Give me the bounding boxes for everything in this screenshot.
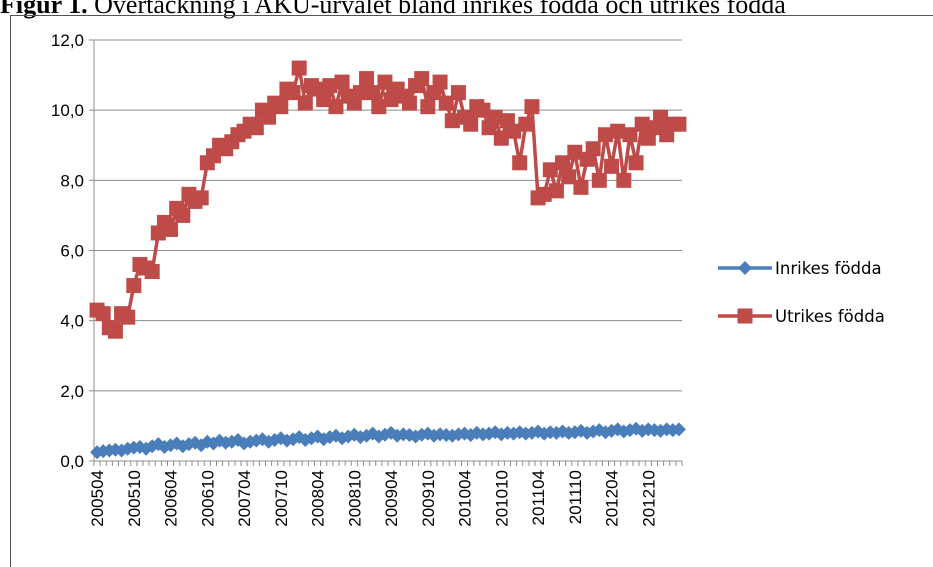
- x-tick-label: 200910: [419, 470, 438, 527]
- y-tick-label: 4,0: [60, 312, 84, 331]
- data-point: [414, 71, 430, 87]
- data-point: [248, 120, 264, 136]
- x-tick-label: 200710: [272, 470, 291, 527]
- data-point: [463, 116, 479, 132]
- data-point: [548, 183, 564, 199]
- data-point: [512, 155, 528, 171]
- y-tick-label: 6,0: [60, 242, 84, 261]
- y-tick-label: 12,0: [51, 31, 84, 50]
- data-point: [585, 141, 601, 157]
- data-point: [542, 162, 558, 178]
- series-inrikes: [90, 421, 686, 460]
- data-point: [561, 169, 577, 185]
- figure-caption-text: Övertäckning i AKU-urvalet bland inrikes…: [94, 0, 786, 19]
- y-tick-label: 0,0: [60, 452, 84, 471]
- data-point: [352, 85, 368, 101]
- data-point: [359, 71, 375, 87]
- data-point: [524, 99, 540, 115]
- data-point: [628, 155, 644, 171]
- series-utrikes: [89, 60, 687, 339]
- figure-caption-label: Figur 1.: [0, 0, 88, 19]
- x-tick-label: 200510: [125, 470, 144, 527]
- data-point: [285, 85, 301, 101]
- x-tick-label: 200810: [345, 470, 364, 527]
- data-point: [536, 186, 552, 202]
- legend-label: Inrikes födda: [775, 259, 882, 278]
- data-point: [322, 78, 338, 94]
- data-point: [671, 422, 686, 437]
- data-point: [450, 85, 466, 101]
- x-tick-label: 201110: [566, 470, 585, 524]
- data-point: [671, 116, 687, 132]
- x-tick-label: 200604: [162, 470, 181, 527]
- data-point: [432, 74, 448, 90]
- y-tick-label: 10,0: [51, 101, 84, 120]
- data-point: [420, 99, 436, 115]
- x-tick-label: 200504: [88, 470, 107, 527]
- data-point: [634, 116, 650, 132]
- x-tick-label: 201104: [529, 470, 548, 525]
- data-point: [126, 278, 142, 294]
- data-point: [291, 60, 307, 76]
- data-point: [163, 221, 179, 237]
- data-point: [193, 190, 209, 206]
- data-point: [616, 172, 632, 188]
- data-point: [95, 306, 111, 322]
- data-point: [475, 102, 491, 118]
- data-point: [371, 99, 387, 115]
- x-tick-label: 200904: [382, 470, 401, 527]
- data-point: [604, 158, 620, 174]
- data-point: [365, 85, 381, 101]
- x-tick-label: 201010: [492, 470, 511, 527]
- grid-lines: [94, 39, 682, 392]
- data-point: [334, 74, 350, 90]
- data-point: [737, 308, 753, 324]
- data-point: [591, 172, 607, 188]
- data-point: [506, 123, 522, 139]
- axes: 0,0 2,0 4,0 6,0 8,0 10,0 12,0 200504 200510 20060…: [51, 31, 683, 527]
- data-point: [567, 144, 583, 160]
- data-point: [653, 109, 669, 125]
- x-tick-label: 200804: [309, 470, 328, 527]
- x-tick-label: 200704: [235, 470, 254, 527]
- data-point: [487, 109, 503, 125]
- data-point: [377, 74, 393, 90]
- data-point: [622, 127, 638, 143]
- legend-label: Utrikes födda: [775, 307, 885, 326]
- data-point: [438, 95, 454, 111]
- y-tick-label: 8,0: [60, 171, 84, 190]
- data-point: [738, 261, 752, 275]
- legend-entry: Utrikes födda: [718, 307, 885, 326]
- data-point: [401, 95, 417, 111]
- y-tick-label: 2,0: [60, 382, 84, 401]
- data-point: [261, 109, 277, 125]
- data-point: [175, 207, 191, 223]
- data-point: [597, 127, 613, 143]
- data-point: [316, 92, 332, 108]
- data-point: [518, 116, 534, 132]
- figure-caption: Figur 1. Övertäckning i AKU-urvalet blan…: [0, 0, 933, 22]
- data-point: [328, 99, 344, 115]
- data-point: [555, 155, 571, 171]
- data-point: [107, 323, 123, 339]
- data-point: [493, 130, 509, 146]
- data-point: [120, 309, 136, 325]
- series-group: [89, 60, 687, 460]
- data-point: [444, 113, 460, 129]
- data-point: [144, 264, 160, 280]
- legend-entry: Inrikes födda: [718, 259, 882, 278]
- data-point: [297, 95, 313, 111]
- legend: Inrikes födda Utrikes födda: [718, 259, 885, 326]
- chart-frame: [10, 15, 933, 567]
- x-tick-label: 201204: [603, 470, 622, 527]
- data-point: [610, 123, 626, 139]
- x-tick-label: 201210: [639, 470, 658, 527]
- x-tick-label: 200610: [198, 470, 217, 527]
- data-point: [573, 179, 589, 195]
- data-point: [273, 99, 289, 115]
- x-tick-label: 201004: [456, 470, 475, 527]
